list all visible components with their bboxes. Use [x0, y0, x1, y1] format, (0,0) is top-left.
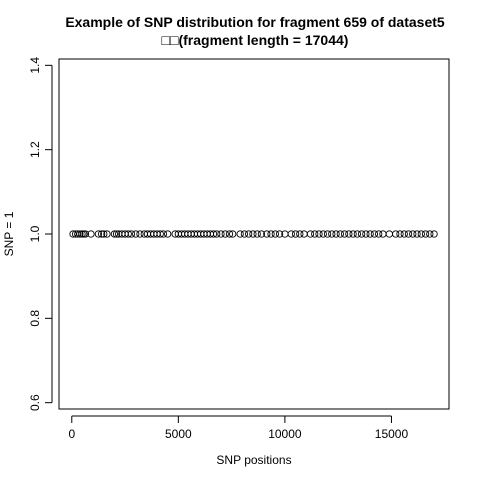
data-point [229, 230, 237, 238]
y-tick-label: 1.0 [28, 225, 42, 242]
data-point [112, 230, 121, 238]
data-point [306, 230, 315, 238]
data-point [249, 230, 257, 238]
data-point [240, 230, 249, 238]
data-point [366, 230, 374, 238]
data-point [132, 230, 140, 238]
data-point [370, 230, 379, 238]
data-point [357, 230, 366, 238]
data-point [124, 230, 132, 238]
data-point [100, 230, 108, 238]
data-point [291, 230, 300, 238]
data-point [253, 230, 261, 238]
data-point [94, 230, 103, 238]
y-axis: 0.6 0.8 1.0 1.2 1.4 [28, 57, 53, 411]
data-point [396, 230, 404, 238]
data-point [421, 230, 430, 238]
data-point [375, 230, 383, 238]
data-point [267, 230, 275, 238]
data-point [409, 230, 417, 238]
data-point [156, 230, 164, 238]
data-point [392, 230, 400, 238]
data-point [127, 230, 136, 238]
data-point [328, 230, 336, 238]
data-point [81, 230, 90, 238]
data-point [323, 230, 332, 238]
data-point [340, 230, 349, 238]
x-tick-label: 10000 [268, 427, 302, 441]
data-point [87, 230, 95, 238]
data-point [271, 230, 279, 238]
y-tick-label: 1.2 [28, 141, 42, 158]
data-point [400, 230, 408, 238]
data-point [257, 230, 266, 238]
x-tick-label: 5000 [165, 427, 192, 441]
x-tick-label: 15000 [375, 427, 409, 441]
data-point [345, 230, 353, 238]
data-point [245, 230, 253, 238]
plot-frame [58, 58, 450, 410]
data-point [362, 230, 370, 238]
data-point [221, 230, 229, 238]
data-point [263, 230, 271, 238]
data-point [311, 230, 319, 238]
data-point [209, 230, 218, 238]
data-point [103, 230, 111, 238]
data-point [236, 230, 244, 238]
data-point [349, 230, 357, 238]
data-point [430, 230, 438, 238]
data-point [315, 230, 323, 238]
data-point [296, 230, 304, 238]
data-point [225, 230, 234, 238]
data-point [213, 230, 221, 238]
y-tick-label: 0.6 [28, 394, 42, 411]
data-point [110, 230, 119, 238]
data-point [164, 230, 172, 238]
data-point [353, 230, 362, 238]
data-point [76, 230, 84, 238]
data-point [275, 230, 284, 238]
chart-title: Example of SNP distribution for fragment… [65, 14, 445, 30]
x-axis: 0 5000 10000 15000 [68, 415, 409, 441]
data-point [287, 230, 295, 238]
y-tick-label: 1.4 [28, 57, 42, 74]
data-point [159, 230, 168, 238]
data-point [332, 230, 340, 238]
x-tick-label: 0 [68, 427, 75, 441]
data-point [413, 230, 421, 238]
chart-subtitle: □□(fragment length = 17044) [162, 32, 349, 48]
data-point [336, 230, 344, 238]
y-axis-label: SNP = 1 [2, 211, 16, 256]
data-points [69, 230, 438, 238]
data-point [136, 230, 144, 238]
data-point [417, 230, 425, 238]
data-point [217, 230, 225, 238]
data-point [404, 230, 413, 238]
data-point [319, 230, 327, 238]
x-axis-label: SNP positions [216, 453, 291, 467]
data-point [97, 230, 106, 238]
y-tick-label: 0.8 [28, 310, 42, 327]
data-point [426, 230, 434, 238]
